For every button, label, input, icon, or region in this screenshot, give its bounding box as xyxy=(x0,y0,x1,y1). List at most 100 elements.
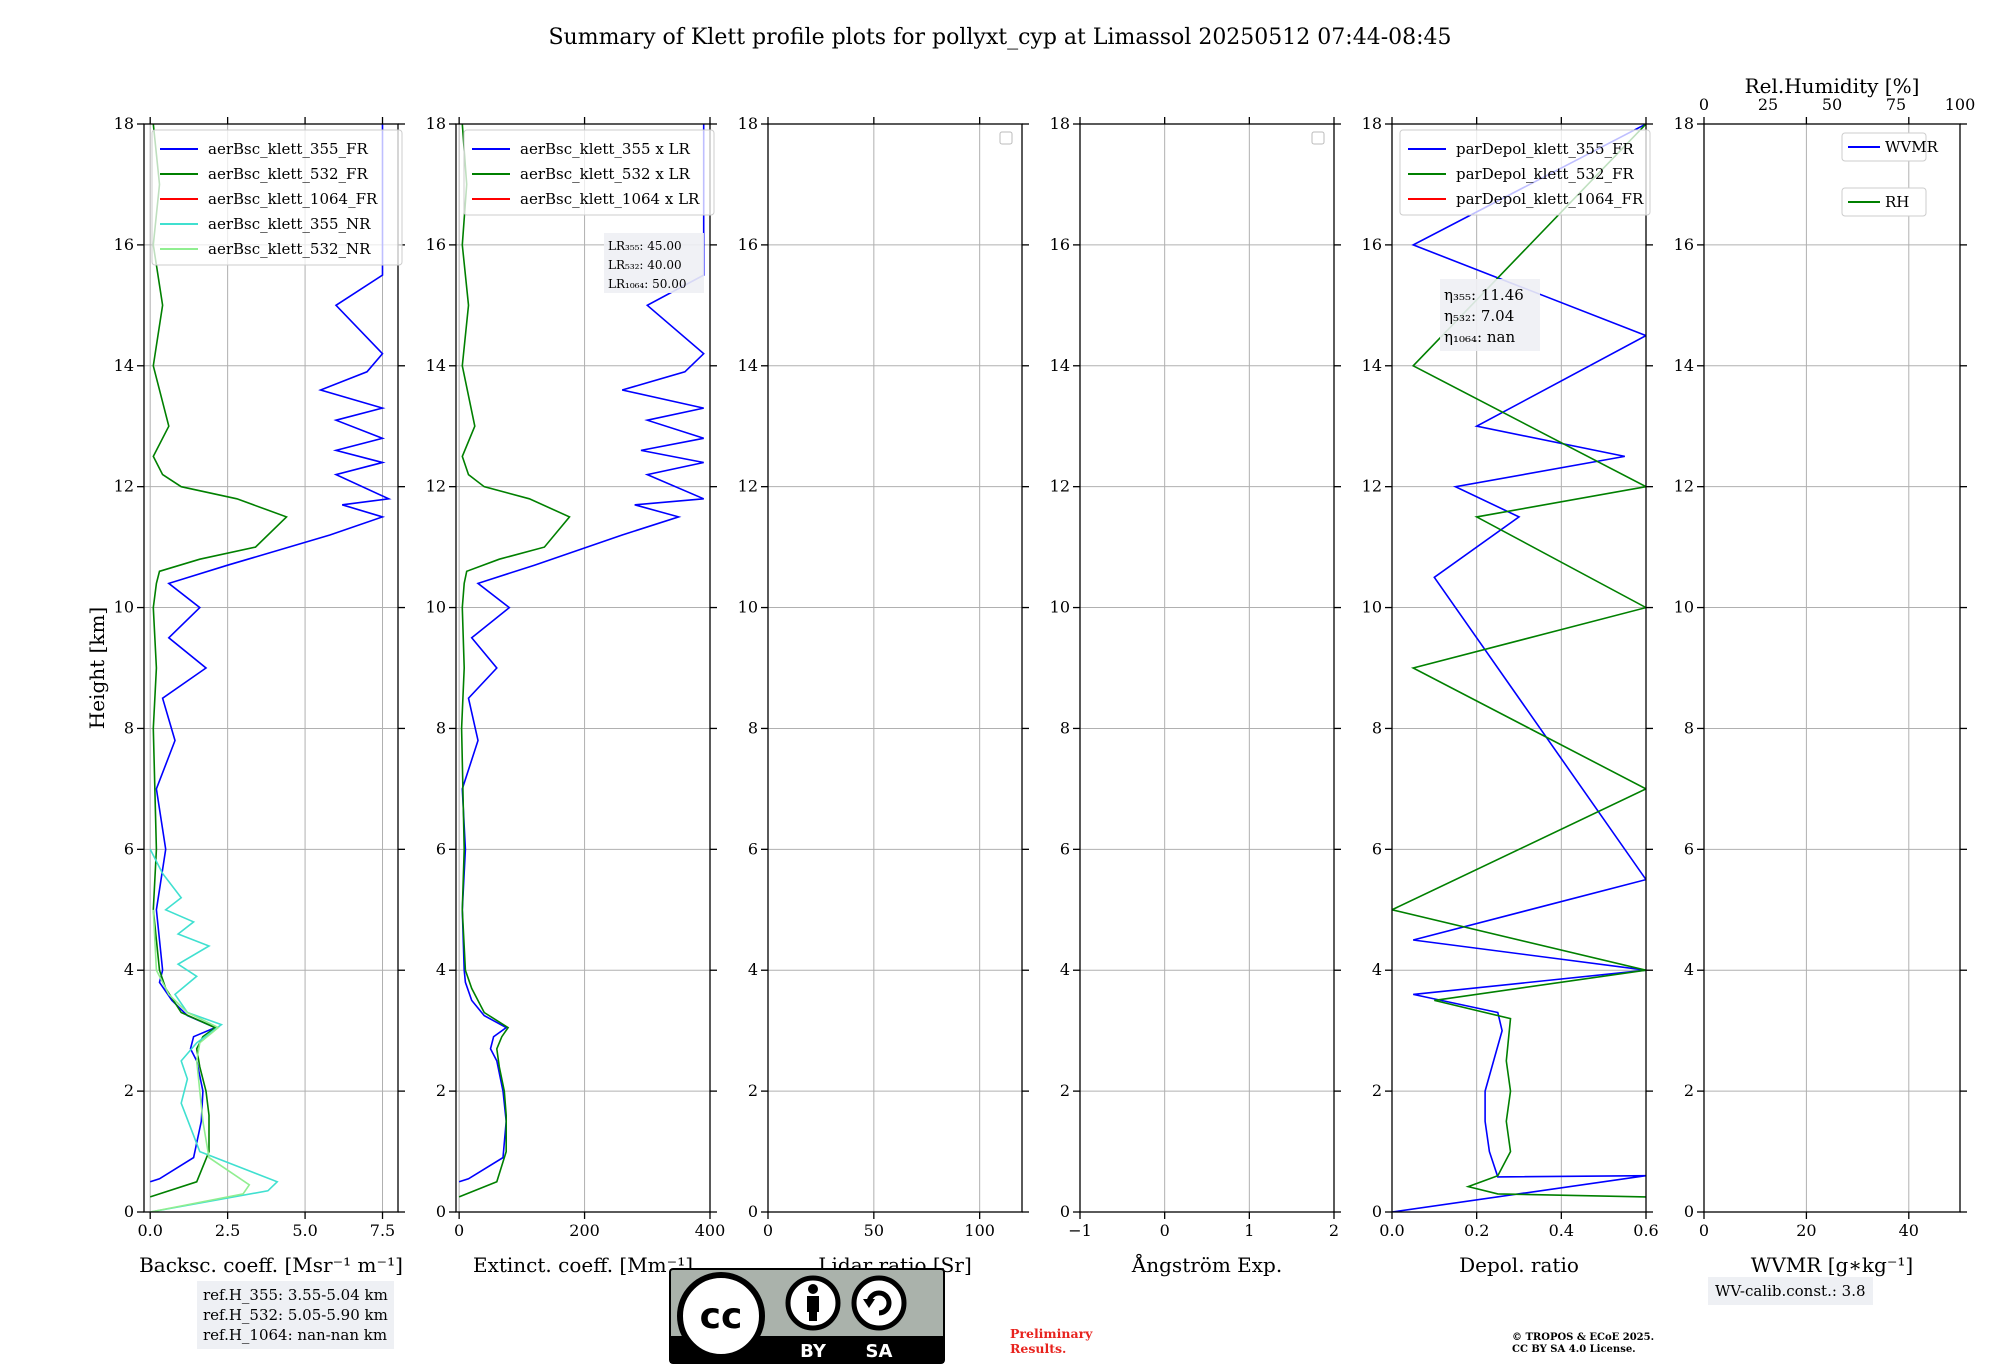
y-tick-label: 12 xyxy=(1674,477,1694,496)
legend-label: parDepol_klett_355_FR xyxy=(1456,140,1634,158)
y-tick-label: 18 xyxy=(1362,114,1382,133)
y-tick-label: 2 xyxy=(124,1081,134,1100)
legend-label: aerBsc_klett_355 x LR xyxy=(520,140,691,158)
legend-box xyxy=(1841,132,1927,162)
copyright-note: © TROPOS & ECoE 2025. CC BY SA 4.0 Licen… xyxy=(1512,1332,1654,1356)
x-axis-label: Extinct. coeff. [Mm⁻¹] xyxy=(473,1253,693,1277)
y-tick-label: 10 xyxy=(1050,598,1070,617)
y-tick-label: 6 xyxy=(1060,839,1070,858)
y-tick-label: 0 xyxy=(1372,1202,1382,1221)
wv-calib-box: WV-calib.const.: 3.8 xyxy=(1708,1277,1873,1305)
y-tick-label: 12 xyxy=(114,477,134,496)
legend-label: RH xyxy=(1885,193,1909,211)
y-tick-label: 2 xyxy=(748,1081,758,1100)
y-axis-label: Height [km] xyxy=(85,607,109,729)
x-tick-label: 40 xyxy=(1899,1221,1919,1240)
legend-label: parDepol_klett_532_FR xyxy=(1456,165,1634,183)
legend-box xyxy=(151,129,403,266)
y-tick-label: 4 xyxy=(1060,960,1070,979)
x-tick-label: 100 xyxy=(964,1221,995,1240)
legend-label: aerBsc_klett_532_FR xyxy=(208,165,368,183)
series-line-aerBsc_klett_532 x LR xyxy=(458,124,571,1198)
x-tick-label: 5.0 xyxy=(292,1221,317,1240)
legend-box xyxy=(1399,129,1651,216)
y-tick-label: 18 xyxy=(426,114,446,133)
x-tick-label: 0 xyxy=(1699,1221,1709,1240)
y-tick-label: 6 xyxy=(1372,839,1382,858)
series-group xyxy=(149,124,392,1212)
y-tick-label: 14 xyxy=(426,356,446,375)
x-tick-label: 0.0 xyxy=(1379,1221,1404,1240)
legend-label: aerBsc_klett_532_NR xyxy=(208,240,371,258)
empty-legend-box xyxy=(1311,131,1325,145)
x-tick-label: 400 xyxy=(695,1221,726,1240)
y-tick-label: 4 xyxy=(1684,960,1694,979)
x-axis-label: Depol. ratio xyxy=(1459,1253,1579,1277)
copyright-line-2: CC BY SA 4.0 License. xyxy=(1512,1344,1636,1355)
y-tick-label: 2 xyxy=(1060,1081,1070,1100)
x-tick-label: 7.5 xyxy=(370,1221,395,1240)
x-tick-label: 0 xyxy=(1160,1221,1170,1240)
cc-text: cc xyxy=(700,1296,743,1337)
panel-ext: 0 200 400 0 2 4 6 8 10 12 14 16 18 Extinct. coeff. [M… xyxy=(426,114,726,1277)
ref-height-532: ref.H_532: 5.05-5.90 km xyxy=(203,1306,388,1324)
top-tick-label: 25 xyxy=(1758,95,1778,114)
y-tick-label: 10 xyxy=(1362,598,1382,617)
x-tick-label: 50 xyxy=(864,1221,884,1240)
y-tick-label: 16 xyxy=(1674,235,1694,254)
lr-annotation-line: LR₃₅₅: 45.00 xyxy=(608,239,682,253)
ref-heights-box: ref.H_355: 3.55-5.04 km ref.H_532: 5.05-… xyxy=(197,1281,394,1349)
series-line-aerBsc_klett_355_NR xyxy=(149,848,279,1212)
series-line-parDepol_klett_532_FR xyxy=(1392,124,1646,1198)
y-tick-label: 10 xyxy=(738,598,758,617)
series-line-aerBsc_klett_355 x LR xyxy=(458,124,705,1183)
legend-label: aerBsc_klett_355_NR xyxy=(208,215,371,233)
series-line-aerBsc_klett_532_NR xyxy=(150,909,251,1212)
x-tick-label: 0 xyxy=(763,1221,773,1240)
y-tick-label: 0 xyxy=(124,1202,134,1221)
series-group xyxy=(1392,124,1646,1212)
y-tick-label: 8 xyxy=(748,718,758,737)
x-tick-label: 0.6 xyxy=(1633,1221,1658,1240)
y-tick-label: 0 xyxy=(436,1202,446,1221)
y-tick-label: 14 xyxy=(114,356,134,375)
figure-title: Summary of Klett profile plots for polly… xyxy=(548,25,1451,50)
legend-label: aerBsc_klett_1064_FR xyxy=(208,190,378,208)
by-text: BY xyxy=(800,1341,827,1362)
y-tick-label: 16 xyxy=(114,235,134,254)
eta-annotation-line: η₅₃₂: 7.04 xyxy=(1444,307,1514,325)
cc-by-sa-logo: cc BY SA xyxy=(669,1268,945,1364)
x-tick-label: 0.2 xyxy=(1464,1221,1489,1240)
legend-label: aerBsc_klett_355_FR xyxy=(208,140,368,158)
y-tick-label: 16 xyxy=(738,235,758,254)
x-tick-label: 0.0 xyxy=(137,1221,162,1240)
preliminary-line-1: Preliminary xyxy=(1010,1326,1093,1341)
x-tick-label: 2 xyxy=(1329,1221,1339,1240)
y-tick-label: 6 xyxy=(748,839,758,858)
top-tick-label: 50 xyxy=(1822,95,1842,114)
y-tick-label: 10 xyxy=(114,598,134,617)
lr-annotation-box xyxy=(604,233,704,293)
y-tick-label: 4 xyxy=(436,960,446,979)
y-tick-label: 6 xyxy=(1684,839,1694,858)
y-tick-label: 0 xyxy=(1684,1202,1694,1221)
x-tick-label: 1 xyxy=(1244,1221,1254,1240)
x-axis-label: Backsc. coeff. [Msr⁻¹ m⁻¹] xyxy=(139,1253,403,1277)
x-tick-label: 20 xyxy=(1796,1221,1816,1240)
y-tick-label: 8 xyxy=(436,718,446,737)
legend-label: aerBsc_klett_532 x LR xyxy=(520,165,691,183)
y-tick-label: 4 xyxy=(748,960,758,979)
y-tick-label: 12 xyxy=(1050,477,1070,496)
axes-frame xyxy=(143,123,399,1213)
axes-frame xyxy=(1703,123,1961,1213)
y-tick-label: 8 xyxy=(1060,718,1070,737)
lr-annotation-line: LR₅₃₂: 40.00 xyxy=(608,258,682,272)
axes-frame xyxy=(1079,123,1335,1213)
top-tick-label: 100 xyxy=(1945,95,1976,114)
panel-bsc: 0.0 2.5 5.0 7.5 0 2 4 6 8 10 12 14 16 18 Backsc. coeff… xyxy=(114,114,405,1277)
y-tick-label: 16 xyxy=(1362,235,1382,254)
x-axis-label: Ångström Exp. xyxy=(1131,1252,1282,1277)
y-tick-label: 4 xyxy=(1372,960,1382,979)
